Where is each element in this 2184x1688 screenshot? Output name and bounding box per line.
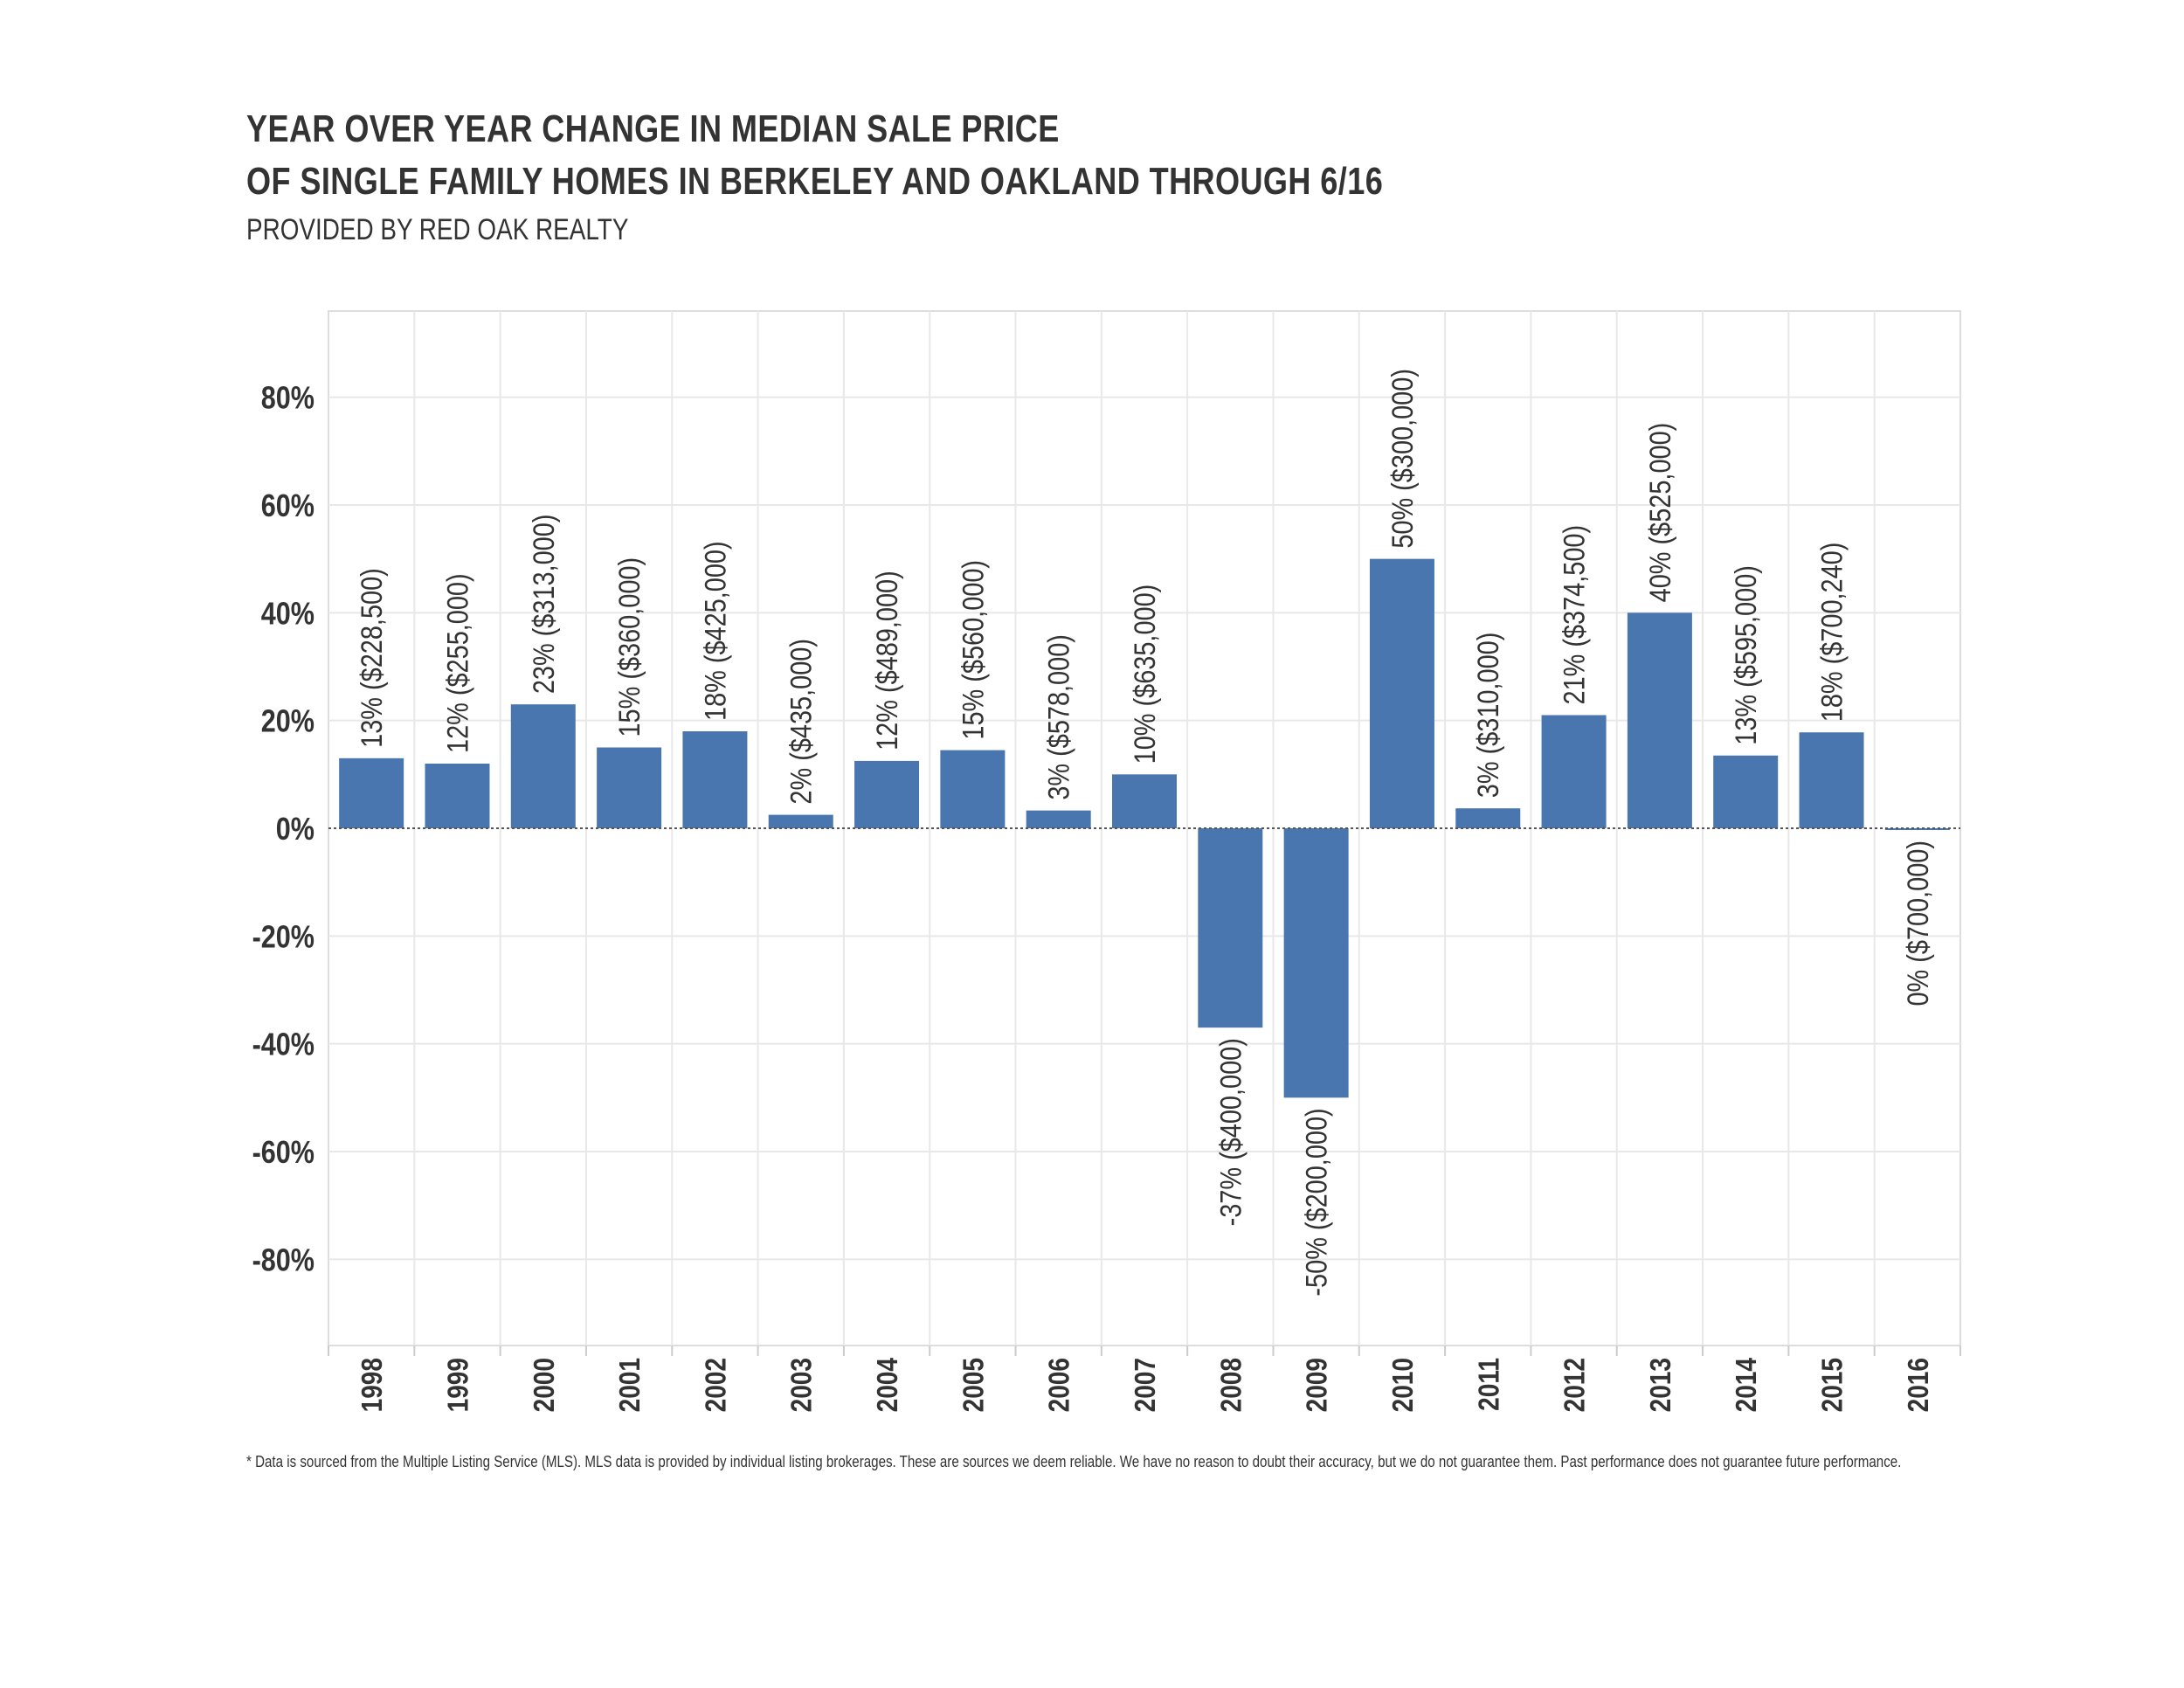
x-tick-label: 2011: [1473, 1358, 1505, 1411]
data-label: 0% ($700,000): [1901, 841, 1935, 1007]
y-tick-label: 60%: [261, 489, 314, 524]
data-label: 15% ($360,000): [612, 557, 646, 737]
bar: [1283, 828, 1349, 1098]
x-tick-label: 2003: [786, 1358, 819, 1412]
x-tick-label: 2013: [1645, 1358, 1677, 1412]
x-tick-label: 1999: [442, 1358, 474, 1412]
data-label: 23% ($313,000): [527, 515, 561, 695]
bar: [768, 814, 833, 828]
x-tick-label: 2006: [1044, 1358, 1076, 1412]
x-tick-label: 2008: [1215, 1358, 1248, 1412]
y-tick-label: -60%: [252, 1136, 314, 1171]
x-tick-label: 2012: [1559, 1358, 1591, 1412]
chart-header: YEAR OVER YEAR CHANGE IN MEDIAN SALE PRI…: [246, 103, 1994, 250]
data-label: -50% ($200,000): [1299, 1108, 1333, 1296]
data-label: 13% ($595,000): [1729, 565, 1763, 745]
x-tick-label: 1998: [356, 1358, 389, 1412]
x-tick-label: 2009: [1302, 1358, 1334, 1412]
x-tick-label: 2002: [700, 1358, 732, 1412]
x-tick-label: 2007: [1130, 1358, 1162, 1412]
chart-title-line-2: OF SINGLE FAMILY HOMES IN BERKELEY AND O…: [246, 160, 1384, 203]
y-tick-label: -40%: [252, 1027, 314, 1062]
y-tick-label: 20%: [261, 704, 314, 739]
x-tick-label: 2001: [614, 1358, 646, 1412]
y-tick-label: -80%: [252, 1243, 314, 1278]
data-label: 21% ($374,500): [1557, 525, 1591, 705]
bar: [425, 764, 490, 828]
data-label: 3% ($578,000): [1041, 634, 1075, 800]
bar: [940, 750, 1006, 828]
footnote: * Data is sourced from the Multiple List…: [246, 1453, 1902, 1470]
bar: [1541, 715, 1607, 828]
data-label: 2% ($435,000): [784, 639, 818, 805]
data-label: 12% ($489,000): [870, 571, 904, 751]
bar: [682, 731, 748, 828]
data-label: 13% ($228,500): [355, 568, 389, 748]
x-tick-label: 2016: [1903, 1358, 1935, 1412]
bar: [1799, 732, 1864, 828]
data-label: 18% ($700,240): [1814, 543, 1849, 723]
data-label: 3% ($310,000): [1471, 633, 1505, 799]
bar: [1369, 558, 1434, 828]
bar: [597, 747, 662, 828]
data-label: 15% ($560,000): [956, 560, 990, 740]
y-tick-label: 0%: [276, 813, 314, 847]
data-label: 50% ($300,000): [1386, 369, 1420, 549]
chart-subtitle: PROVIDED BY RED OAK REALTY: [246, 213, 629, 246]
x-tick-label: 2005: [957, 1358, 990, 1412]
data-label: 10% ($635,000): [1128, 585, 1162, 764]
x-tick-label: 2000: [529, 1358, 561, 1412]
bar: [1627, 612, 1692, 828]
x-tick-label: 2014: [1731, 1358, 1763, 1412]
bar: [1026, 810, 1091, 828]
bar: [1112, 774, 1177, 828]
data-label: -37% ($400,000): [1213, 1038, 1248, 1226]
chart-title-line-1: YEAR OVER YEAR CHANGE IN MEDIAN SALE PRI…: [246, 107, 1060, 150]
bar: [339, 758, 404, 828]
data-label: 12% ($255,000): [440, 573, 474, 753]
data-label: 18% ($425,000): [698, 541, 732, 721]
bar: [1713, 755, 1779, 828]
bar: [854, 760, 920, 828]
y-tick-label: -20%: [252, 920, 314, 955]
x-tick-label: 2015: [1816, 1358, 1849, 1412]
y-tick-label: 40%: [261, 597, 314, 632]
x-tick-label: 2004: [872, 1358, 904, 1412]
y-tick-label: 80%: [261, 381, 314, 416]
bar: [510, 704, 576, 828]
data-label: 40% ($525,000): [1643, 423, 1677, 603]
bar: [1198, 828, 1263, 1028]
bar: [1455, 808, 1521, 828]
x-tick-label: 2010: [1387, 1358, 1420, 1412]
